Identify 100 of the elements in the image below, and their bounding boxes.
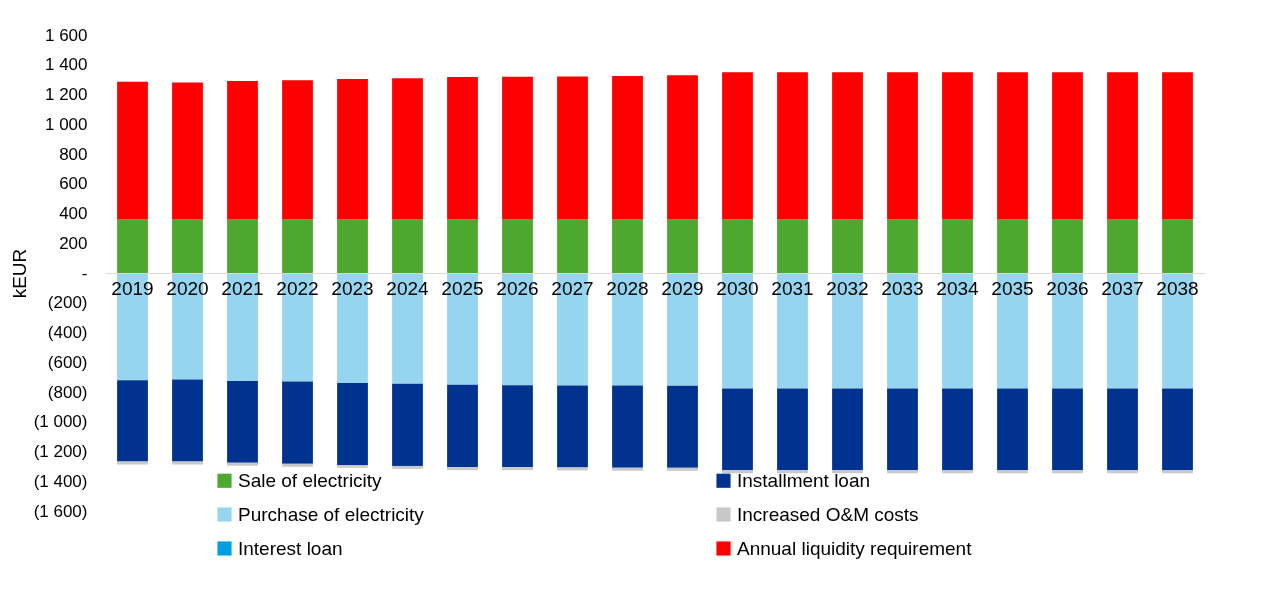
bar — [612, 219, 643, 273]
bar — [282, 463, 313, 467]
y-axis-title: kEUR — [8, 248, 30, 299]
bar — [612, 385, 643, 468]
x-tick-label: 2025 — [441, 277, 484, 299]
y-tick-label: (400) — [47, 323, 88, 342]
bar — [997, 219, 1028, 273]
bar — [117, 461, 148, 465]
bar — [942, 219, 973, 273]
y-tick-label: (1 000) — [33, 412, 88, 432]
legend-label: Installment loan — [737, 469, 871, 491]
bar — [887, 219, 918, 273]
bar — [1162, 219, 1193, 273]
bar — [557, 467, 588, 471]
bar — [777, 388, 808, 471]
bar — [1052, 388, 1083, 471]
x-tick-label: 2021 — [221, 277, 264, 299]
x-tick-label: 2019 — [111, 277, 154, 299]
bar — [722, 219, 753, 273]
bar — [392, 383, 423, 466]
bar — [557, 385, 588, 468]
bar — [1052, 470, 1083, 474]
bar — [1162, 470, 1193, 474]
bar — [447, 384, 478, 468]
x-tick-label: 2031 — [771, 277, 814, 299]
bar — [447, 219, 478, 273]
y-tick-label: 200 — [59, 233, 88, 253]
bar — [502, 76, 533, 220]
bar — [117, 380, 148, 462]
bar — [392, 219, 423, 273]
bar — [777, 219, 808, 273]
bar — [887, 72, 918, 220]
x-tick-label: 2036 — [1046, 277, 1089, 299]
bar — [282, 381, 313, 464]
bar — [337, 383, 368, 465]
bar — [997, 470, 1028, 474]
y-tick-label: 1 200 — [44, 85, 88, 104]
bar — [667, 75, 698, 220]
bar — [1107, 219, 1138, 273]
bar — [447, 77, 478, 220]
x-tick-label: 2028 — [606, 277, 649, 299]
y-tick-label: 400 — [59, 204, 88, 223]
y-tick-label: (200) — [47, 293, 88, 313]
bar — [1107, 388, 1138, 471]
y-tick-label: (800) — [47, 382, 88, 402]
bar — [557, 76, 588, 220]
bar — [337, 219, 368, 273]
bar — [227, 219, 258, 273]
bar — [997, 72, 1028, 220]
y-tick-label: 1 000 — [44, 114, 88, 134]
bar — [1162, 72, 1193, 220]
bar — [942, 72, 973, 220]
x-tick-label: 2033 — [881, 277, 924, 299]
x-tick-label: 2032 — [826, 277, 869, 299]
bar — [832, 72, 863, 220]
bar — [282, 80, 313, 220]
x-tick-label: 2020 — [166, 277, 209, 299]
x-tick-label: 2027 — [551, 277, 594, 299]
bar — [502, 467, 533, 471]
y-tick-label: 600 — [59, 174, 88, 194]
bar — [1052, 72, 1083, 220]
x-tick-label: 2022 — [276, 277, 319, 299]
bar — [227, 81, 258, 220]
bar — [942, 470, 973, 474]
bar — [282, 219, 313, 273]
bar — [832, 470, 863, 474]
bar — [557, 219, 588, 273]
bar — [612, 467, 643, 471]
x-tick-label: 2023 — [331, 277, 374, 299]
bar — [1107, 470, 1138, 474]
x-tick-label: 2029 — [661, 277, 704, 299]
y-tick-label: (600) — [47, 352, 88, 372]
y-tick-label: 1 600 — [44, 25, 88, 45]
bar — [117, 219, 148, 273]
bar — [942, 388, 973, 471]
y-tick-label: 800 — [59, 144, 88, 164]
bar — [392, 465, 423, 469]
legend-label: Interest loan — [238, 537, 343, 559]
bar — [777, 470, 808, 474]
bar — [172, 379, 203, 462]
bar — [392, 78, 423, 220]
x-tick-label: 2026 — [496, 277, 539, 299]
y-tick-label: (1 600) — [33, 501, 88, 521]
bar — [832, 219, 863, 273]
bar — [502, 219, 533, 273]
bar — [777, 72, 808, 220]
x-tick-label: 2030 — [716, 277, 759, 299]
x-tick-label: 2037 — [1101, 277, 1144, 299]
bar — [172, 461, 203, 465]
bar — [1107, 72, 1138, 220]
bar — [172, 219, 203, 273]
bar — [667, 385, 698, 468]
legend-label: Annual liquidity requirement — [737, 537, 973, 559]
y-tick-label: - — [81, 263, 88, 283]
bar — [172, 82, 203, 220]
legend-label: Purchase of electricity — [238, 503, 425, 525]
bar — [227, 380, 258, 463]
x-tick-label: 2035 — [991, 277, 1034, 299]
bar — [832, 388, 863, 471]
bar — [722, 72, 753, 220]
